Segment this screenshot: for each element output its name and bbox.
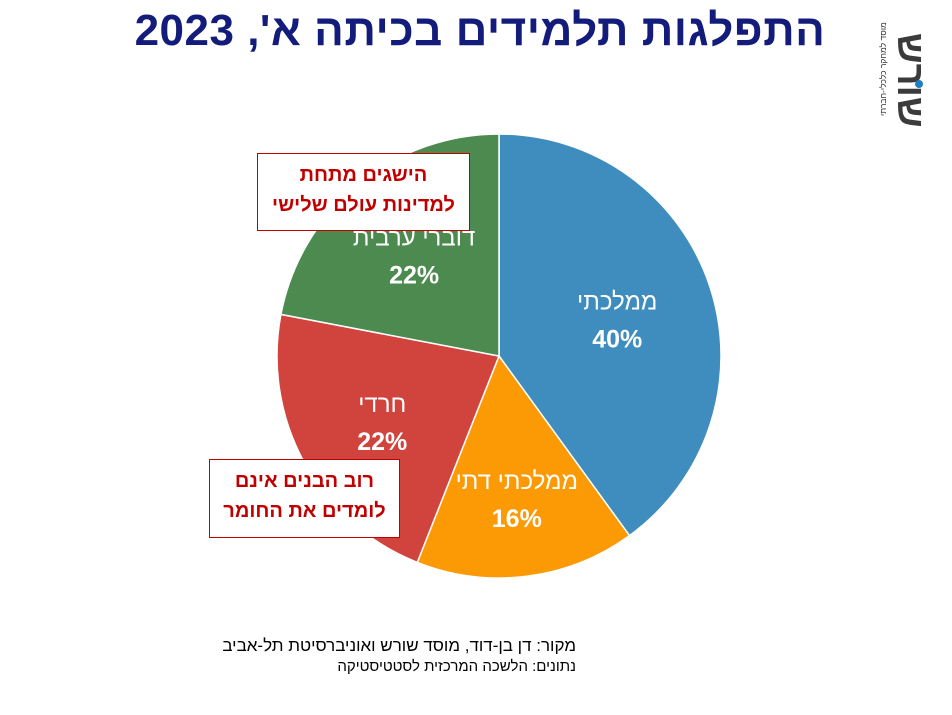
slice-value-label: 22%	[389, 261, 439, 289]
slice-value-label: 22%	[357, 428, 407, 456]
pie-slice	[416, 354, 631, 579]
slice-name-label: ממלכתי	[577, 289, 657, 316]
annotation-haredi: רוב הבנים אינם לומדים את החומר	[209, 459, 400, 538]
slice-value-label: 40%	[592, 326, 642, 354]
annotation-arabic-speakers: הישגים מתחת למדינות עולם שלישי	[257, 153, 470, 231]
slice-name-label: חרדי	[358, 391, 406, 418]
source-note: מקור: דן בן-דוד, מוסד שורש ואוניברסיטת ת…	[100, 635, 576, 677]
slice-name-label: ממלכתי דתי	[456, 468, 578, 495]
logo-wordmark: שורש	[889, 33, 931, 128]
source-line: מקור: דן בן-דוד, מוסד שורש ואוניברסיטת ת…	[222, 636, 576, 655]
slice-value-label: 16%	[492, 505, 542, 533]
logo-dot-icon	[915, 80, 923, 88]
annotation-line: לומדים את החומר	[223, 500, 386, 522]
annotation-line: למדינות עולם שלישי	[272, 194, 455, 216]
pie-slice	[498, 133, 722, 537]
annotation-line: רוב הבנים אינם	[234, 470, 375, 492]
annotation-line: הישגים מתחת	[299, 164, 428, 186]
data-line: נתונים: הלשכה המרכזית לסטטיסטיקה	[337, 658, 576, 675]
page-title: התפלגות תלמידים בכיתה א', 2023	[134, 6, 826, 55]
